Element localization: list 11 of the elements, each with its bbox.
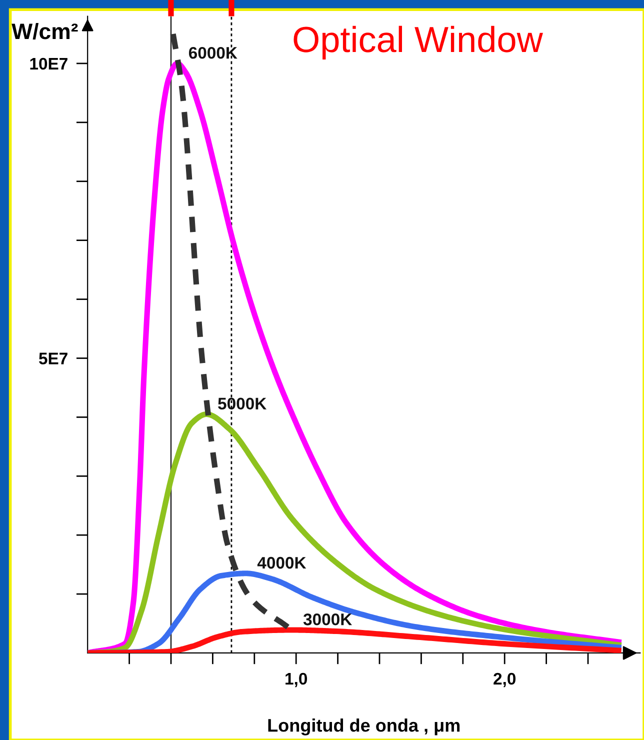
series-label: 6000K (188, 46, 238, 59)
x-tick-label: 1,0 (286, 672, 307, 688)
series-label: 5000K (218, 398, 267, 410)
y-tick-label: 10E7 (30, 58, 68, 70)
annotation: Optical Window (294, 26, 543, 60)
y-tick-label: 5E7 (39, 352, 68, 364)
x-axis-title: Longitud de onda , μm (268, 718, 460, 736)
x-tick-label: 2,0 (494, 672, 516, 688)
series-label: 4000K (257, 556, 306, 569)
y-axis-title: W/cm² (12, 22, 78, 40)
series-label: 3000K (303, 614, 352, 626)
